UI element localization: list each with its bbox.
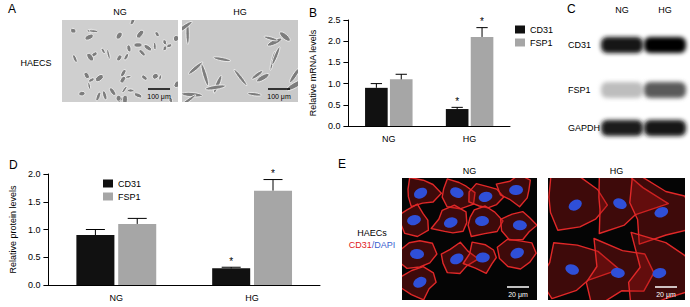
svg-text:HG: HG: [658, 5, 672, 15]
svg-text:Relative protein levels: Relative protein levels: [8, 185, 18, 274]
svg-text:NG: NG: [110, 293, 124, 303]
svg-text:20 μm: 20 μm: [656, 291, 676, 299]
svg-text:CD31: CD31: [118, 179, 141, 189]
svg-text:FSP1: FSP1: [118, 192, 141, 202]
svg-text:NG: NG: [382, 134, 396, 144]
svg-text:1.0: 1.0: [328, 79, 341, 89]
svg-text:HG: HG: [610, 166, 624, 176]
svg-text:0.5: 0.5: [328, 100, 341, 110]
svg-text:2.0: 2.0: [28, 169, 41, 179]
svg-text:1.0: 1.0: [28, 225, 41, 235]
svg-text:CD31: CD31: [530, 25, 553, 35]
svg-text:*: *: [455, 96, 459, 107]
svg-text:NG: NG: [463, 166, 477, 176]
svg-text:HAECS: HAECS: [20, 58, 51, 68]
svg-text:B: B: [309, 6, 317, 20]
svg-text:GAPDH: GAPDH: [568, 123, 600, 133]
svg-text:HG: HG: [245, 293, 258, 303]
svg-text:NG: NG: [113, 7, 127, 17]
svg-text:0.5: 0.5: [28, 252, 41, 262]
svg-text:0.0: 0.0: [328, 121, 341, 131]
svg-text:FSP1: FSP1: [568, 85, 591, 95]
svg-text:HAECs: HAECs: [357, 228, 387, 238]
svg-text:*: *: [480, 16, 484, 27]
svg-text:CD31/DAPI: CD31/DAPI: [349, 240, 396, 250]
svg-text:100 μm: 100 μm: [147, 93, 171, 101]
svg-text:E: E: [338, 157, 346, 171]
svg-text:A: A: [8, 2, 16, 16]
svg-text:CD31: CD31: [568, 40, 591, 50]
svg-text:0.0: 0.0: [28, 280, 41, 290]
svg-text:2.5: 2.5: [328, 15, 341, 25]
svg-text:1.5: 1.5: [328, 57, 341, 67]
svg-text:*: *: [229, 256, 233, 267]
svg-text:HG: HG: [463, 134, 477, 144]
svg-text:NG: NG: [615, 5, 629, 15]
svg-text:D: D: [9, 158, 18, 172]
svg-text:1.5: 1.5: [28, 197, 41, 207]
svg-text:Relative mRNA levels: Relative mRNA levels: [308, 29, 318, 116]
svg-text:HG: HG: [233, 7, 247, 17]
svg-text:FSP1: FSP1: [530, 38, 553, 48]
svg-text:20 μm: 20 μm: [508, 291, 528, 299]
svg-text:C: C: [567, 2, 576, 16]
svg-text:2.0: 2.0: [328, 36, 341, 46]
svg-text:100 μm: 100 μm: [267, 93, 291, 101]
svg-text:*: *: [271, 168, 275, 179]
